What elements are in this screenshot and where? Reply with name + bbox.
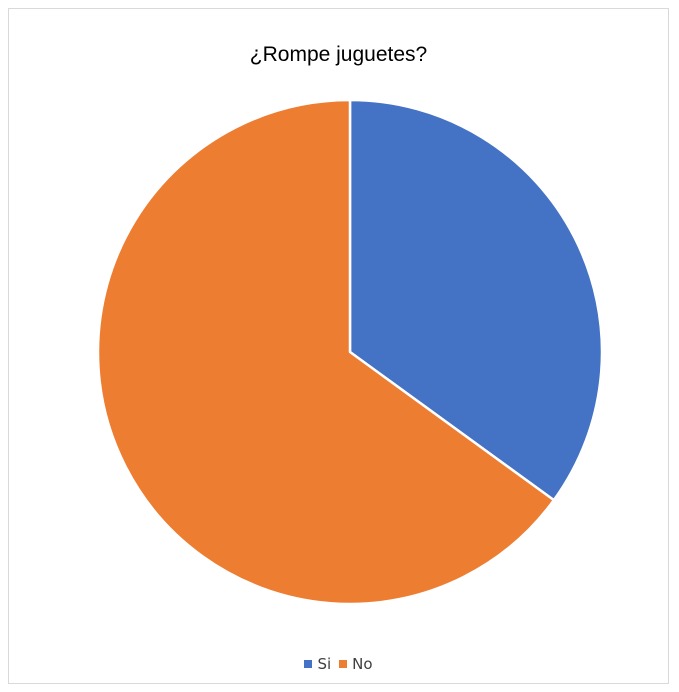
pie-slice-si [348, 98, 604, 502]
legend-label-si: Si [317, 655, 332, 673]
legend-item-si: Si [304, 655, 331, 673]
legend-swatch-si [304, 660, 313, 668]
chart-legend: Si No [9, 655, 668, 673]
chart-title: ¿Rompe juguetes? [249, 43, 428, 66]
chart-frame: ¿Rompe juguetes? Si No [8, 8, 669, 684]
pie-chart [96, 98, 604, 606]
legend-item-no: No [339, 655, 373, 673]
legend-swatch-no [339, 660, 348, 668]
pie-slice-no [96, 98, 556, 606]
legend-label-no: No [352, 655, 373, 673]
